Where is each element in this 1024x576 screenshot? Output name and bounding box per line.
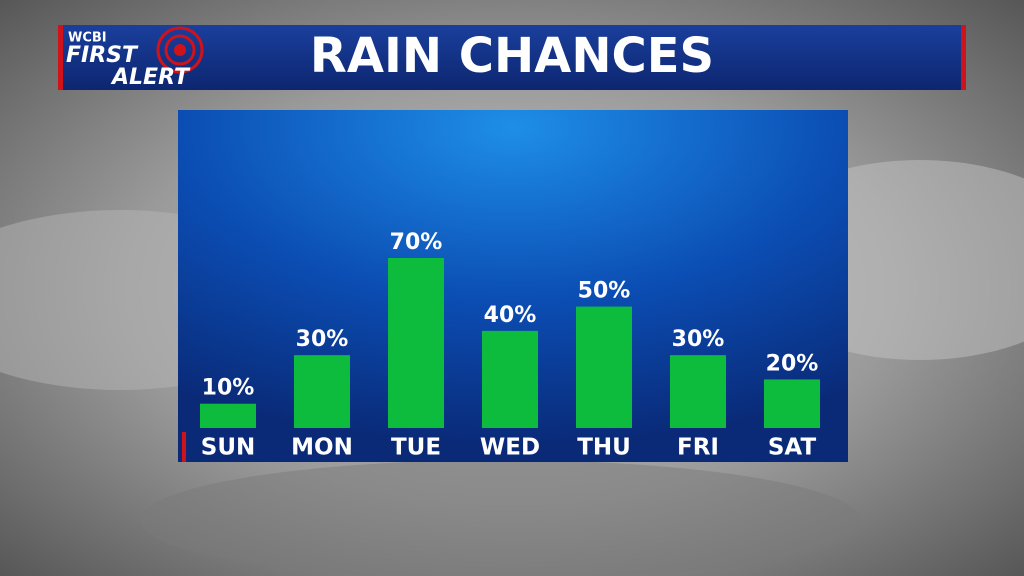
x-tick-label: SUN bbox=[201, 435, 256, 461]
x-tick-label: THU bbox=[577, 435, 631, 461]
cloud bbox=[140, 460, 860, 576]
value-label: 30% bbox=[296, 327, 349, 352]
bar bbox=[576, 306, 632, 428]
value-label: 40% bbox=[484, 303, 537, 328]
banner bbox=[58, 25, 966, 90]
x-tick-label: FRI bbox=[677, 435, 719, 461]
value-label: 50% bbox=[578, 279, 631, 304]
bar bbox=[294, 355, 350, 428]
x-tick-label: MON bbox=[291, 435, 353, 461]
value-label: 20% bbox=[766, 351, 819, 376]
x-tick-label: WED bbox=[480, 435, 540, 461]
bar bbox=[388, 258, 444, 428]
x-tick-label: SAT bbox=[768, 435, 817, 461]
logo-station: WCBI bbox=[68, 31, 107, 46]
value-label: 70% bbox=[390, 230, 443, 255]
bar bbox=[670, 355, 726, 428]
bar bbox=[764, 379, 820, 428]
logo-ring bbox=[164, 34, 196, 66]
x-tick-label: TUE bbox=[391, 435, 441, 461]
logo-ring bbox=[174, 44, 186, 56]
value-label: 30% bbox=[672, 327, 725, 352]
logo-line1: FIRST bbox=[66, 43, 139, 68]
chart-title: RAIN CHANCES bbox=[310, 28, 714, 84]
logo-ring bbox=[156, 26, 204, 74]
value-label: 10% bbox=[202, 376, 255, 401]
banner-edge bbox=[58, 25, 63, 90]
bar bbox=[482, 330, 538, 428]
banner-edge bbox=[961, 25, 966, 90]
logo-line2: ALERT bbox=[110, 65, 191, 90]
bar bbox=[200, 403, 256, 428]
panel-accent bbox=[182, 432, 186, 462]
